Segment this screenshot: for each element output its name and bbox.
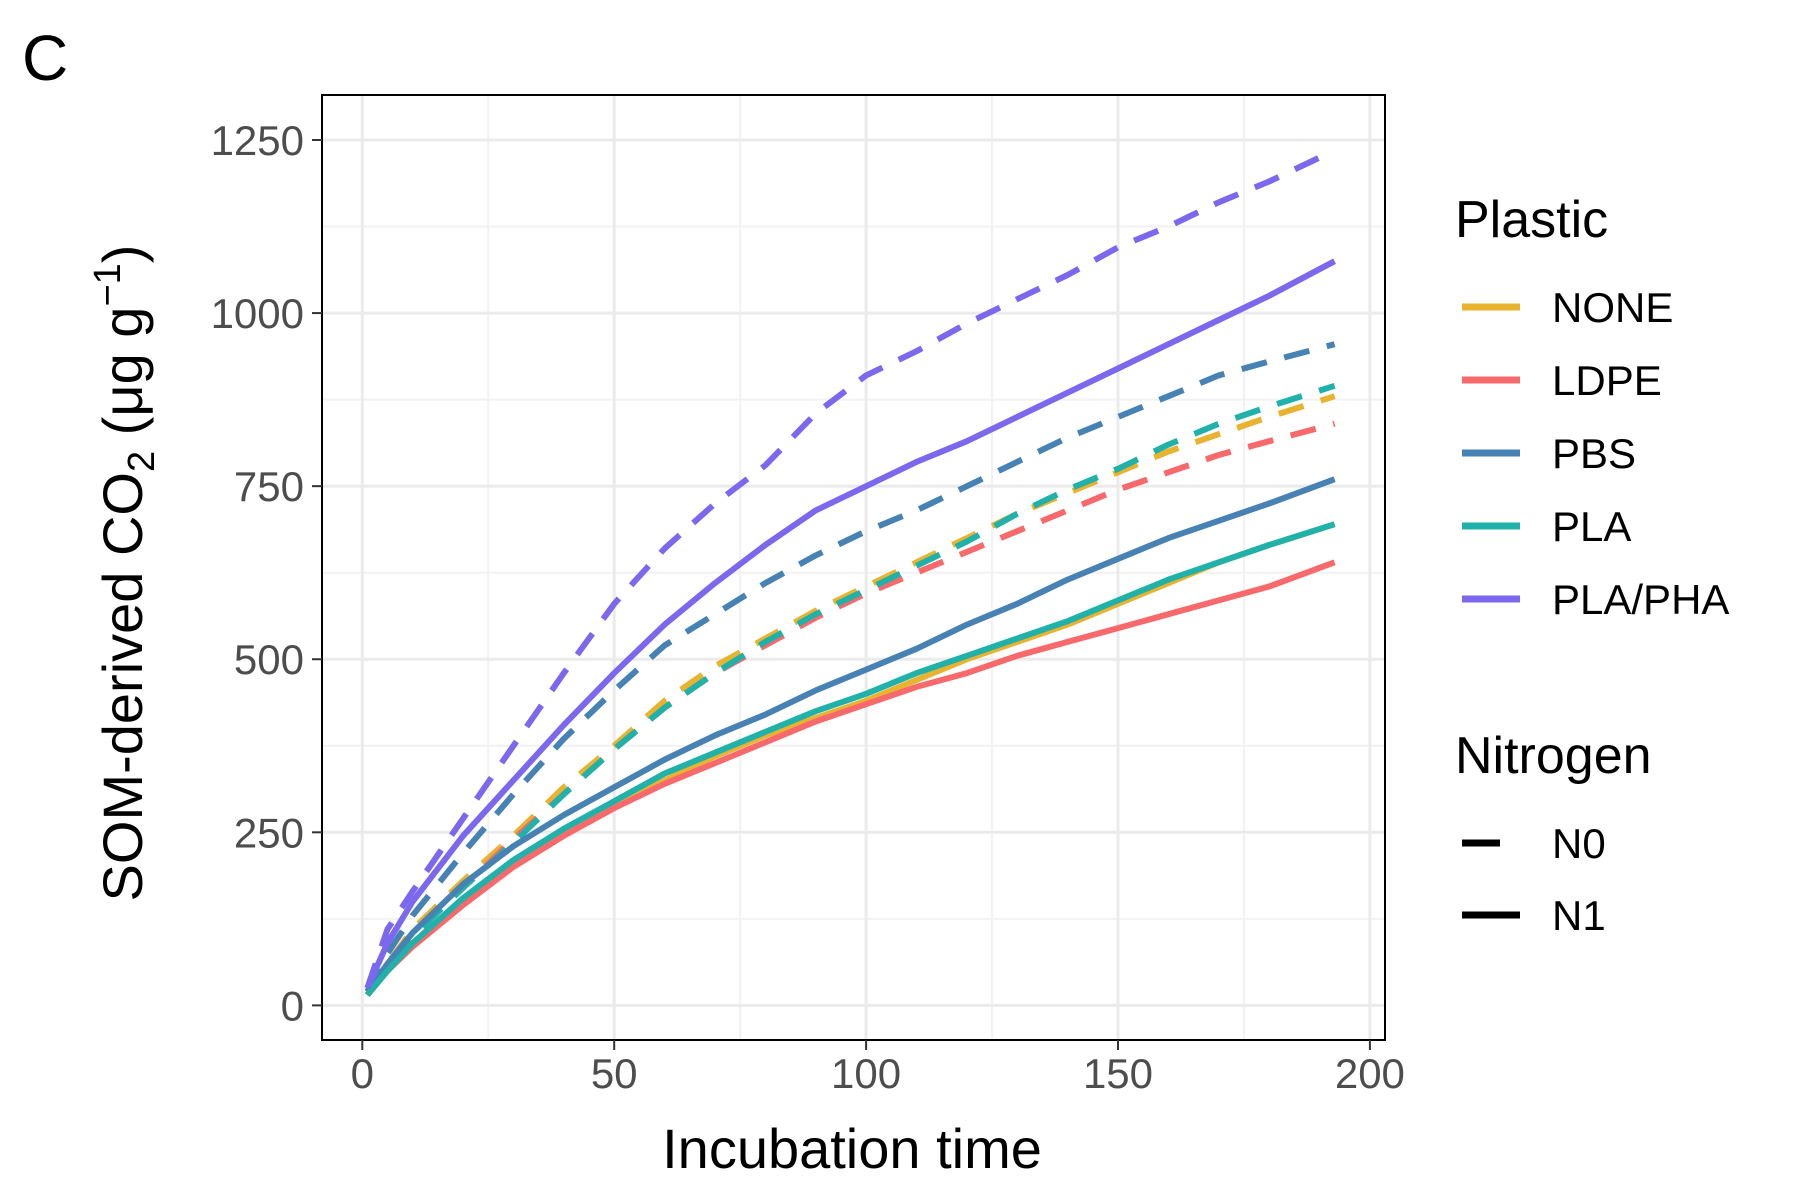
- y-tick-label: 0: [281, 982, 304, 1029]
- y-tick-label: 250: [234, 809, 304, 856]
- y-axis-title: SOM-derived CO2 (μg g−1): [87, 245, 163, 902]
- legend-title-plastic: Plastic: [1455, 191, 1608, 249]
- y-axis-title-main: SOM-derived CO: [91, 472, 154, 901]
- y-tick-label: 500: [234, 636, 304, 683]
- y-tick-label: 750: [234, 463, 304, 510]
- series-line-pla-pha-n0: [364, 147, 1336, 990]
- legend-label-plastic: PLA/PHA: [1552, 576, 1729, 623]
- panel-label: C: [22, 22, 68, 94]
- series-layer: [364, 147, 1337, 997]
- panel-border: [321, 94, 1386, 1041]
- legend-label-plastic: LDPE: [1552, 357, 1662, 404]
- series-line-pbs-n0: [364, 341, 1336, 993]
- series-line-pla-n0: [364, 382, 1336, 997]
- y-tick-label: 1000: [211, 290, 304, 337]
- series-line-pla-pha-n1: [364, 258, 1337, 990]
- x-tick-label: 0: [351, 1050, 374, 1097]
- legend-label-plastic: PBS: [1552, 430, 1636, 477]
- y-tick-label: 1250: [211, 117, 304, 164]
- x-tick-label: 50: [591, 1050, 638, 1097]
- x-tick-label: 200: [1335, 1050, 1405, 1097]
- x-tick-label: 150: [1083, 1050, 1153, 1097]
- legend-label-nitrogen: N1: [1552, 892, 1606, 939]
- legend: Plastic Nitrogen NONE LDPE PBS PLA PLA/PHA N0…: [1455, 191, 1729, 939]
- y-axis-title-subscript: 2: [121, 451, 163, 472]
- axis-layer: 0 50 100 150 200 0 250 500 750 1000 1250: [211, 117, 1405, 1097]
- series-line-pla-n1: [364, 521, 1336, 997]
- legend-title-nitrogen: Nitrogen: [1455, 727, 1652, 785]
- series-line-pbs-n1: [364, 476, 1336, 994]
- grid-layer: [322, 95, 1385, 1040]
- series-line-none-n0: [364, 393, 1336, 997]
- y-axis-title-unit: (μg g: [91, 307, 154, 451]
- x-axis-title: Incubation time: [662, 1117, 1042, 1180]
- series-line-ldpe-n1: [364, 559, 1336, 997]
- x-tick-label: 100: [831, 1050, 901, 1097]
- legend-label-plastic: NONE: [1552, 284, 1673, 331]
- y-axis-title-superscript: −1: [87, 263, 129, 306]
- legend-label-nitrogen: N0: [1552, 820, 1606, 867]
- y-axis-title-close: ): [91, 245, 154, 264]
- series-line-ldpe-n0: [364, 420, 1336, 997]
- legend-label-plastic: PLA: [1552, 503, 1631, 550]
